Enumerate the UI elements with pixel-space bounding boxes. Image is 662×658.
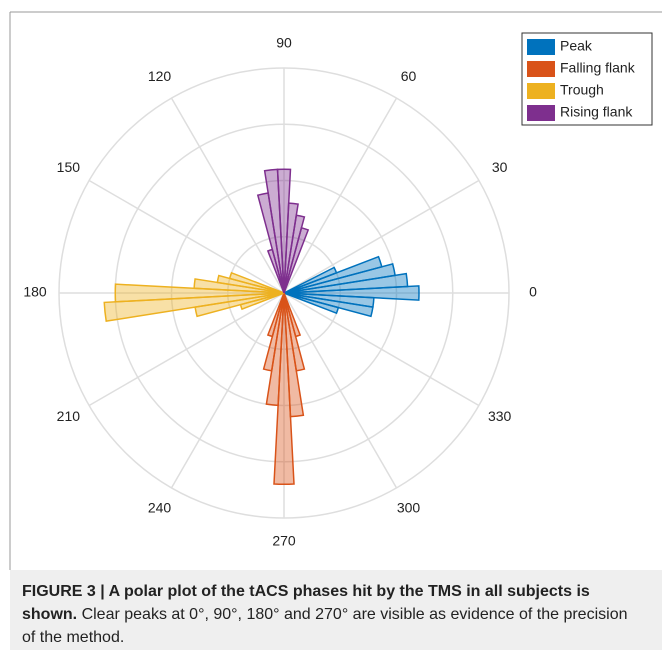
legend-swatch — [527, 39, 555, 55]
bar — [239, 292, 285, 311]
legend-label: Rising flank — [560, 104, 633, 120]
theta-tick-label: 0 — [529, 284, 537, 300]
spoke — [88, 292, 285, 407]
caption-bold: FIGURE 3 | A polar plot of the tACS phas… — [22, 583, 590, 623]
legend-label: Trough — [560, 82, 604, 98]
chart: 0 30 60 90 120 150 180 210 240 270 300 330 Peak Falli… — [9, 11, 662, 570]
theta-tick-label: 330 — [488, 408, 512, 424]
legend-swatch — [527, 105, 555, 121]
spoke — [283, 292, 398, 489]
theta-tick-label: 180 — [23, 284, 47, 300]
legend-label: Falling flank — [560, 60, 636, 76]
bar — [283, 266, 338, 294]
spoke — [88, 179, 285, 294]
bar — [283, 292, 302, 338]
theta-tick-label: 30 — [492, 159, 508, 175]
bar — [266, 248, 285, 294]
caption-text: Clear peaks at 0°, 90°, 180° and 270° ar… — [22, 606, 628, 646]
theta-tick-label: 60 — [401, 68, 417, 84]
theta-tick-label: 300 — [397, 499, 421, 515]
legend-swatch — [527, 83, 555, 99]
spoke — [170, 97, 285, 294]
bar — [283, 285, 420, 301]
spoke — [283, 97, 398, 294]
theta-tick-label: 150 — [57, 159, 81, 175]
theta-tick-label: 120 — [148, 68, 172, 84]
theta-tick-label: 270 — [272, 533, 296, 549]
bar — [273, 292, 295, 486]
caption: FIGURE 3 | A polar plot of the tACS phas… — [10, 570, 662, 650]
spoke — [170, 292, 285, 489]
legend-label: Peak — [560, 38, 593, 54]
legend-swatch — [527, 61, 555, 77]
spoke — [283, 179, 480, 294]
theta-tick-label: 210 — [57, 408, 81, 424]
spoke — [283, 292, 480, 407]
theta-tick-label: 90 — [276, 35, 292, 51]
theta-tick-label: 240 — [148, 499, 172, 515]
